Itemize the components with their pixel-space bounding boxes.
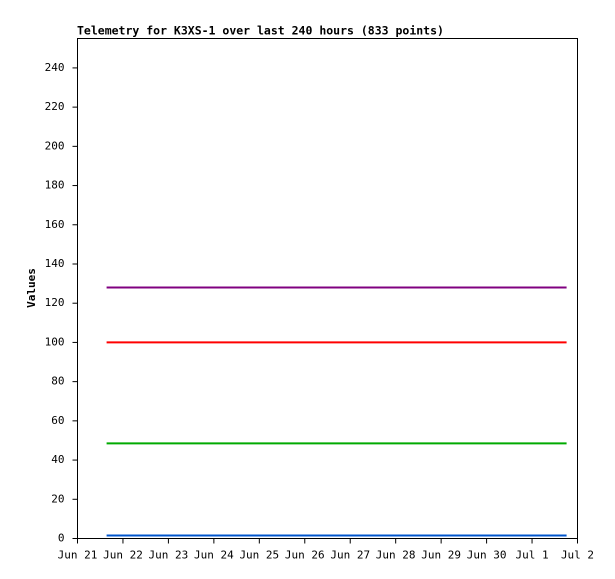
y-tick-label: 200 xyxy=(45,139,65,152)
x-tick-label: Jun 29 xyxy=(421,549,461,562)
y-tick-label: 160 xyxy=(45,218,65,231)
y-tick-label: 240 xyxy=(45,61,65,74)
x-tick-label: Jun 25 xyxy=(239,549,279,562)
x-tick-label: Jun 22 xyxy=(103,549,143,562)
y-axis-label: Values xyxy=(25,268,38,308)
x-tick-label: Jun 23 xyxy=(149,549,189,562)
x-tick-label: Jun 27 xyxy=(330,549,370,562)
x-tick-label: Jun 28 xyxy=(376,549,416,562)
chart-title: Telemetry for K3XS-1 over last 240 hours… xyxy=(77,24,444,38)
y-tick-label: 0 xyxy=(58,532,65,545)
x-tick-label: Jun 24 xyxy=(194,549,234,562)
y-tick-label: 140 xyxy=(45,257,65,270)
y-tick-label: 40 xyxy=(51,453,64,466)
y-tick-label: 100 xyxy=(45,335,65,348)
y-tick-label: 80 xyxy=(51,375,64,388)
y-tick-label: 120 xyxy=(45,296,65,309)
x-tick-label: Jun 26 xyxy=(285,549,325,562)
x-tick-label: Jul 2 xyxy=(561,549,594,562)
y-tick-label: 20 xyxy=(51,492,64,505)
x-tick-label: Jun 30 xyxy=(467,549,507,562)
x-tick-label: Jul 1 xyxy=(515,549,548,562)
y-tick-label: 180 xyxy=(45,179,65,192)
plot-frame xyxy=(77,38,578,539)
x-tick-label: Jun 21 xyxy=(58,549,98,562)
y-tick-label: 220 xyxy=(45,100,65,113)
y-tick-label: 60 xyxy=(51,414,64,427)
